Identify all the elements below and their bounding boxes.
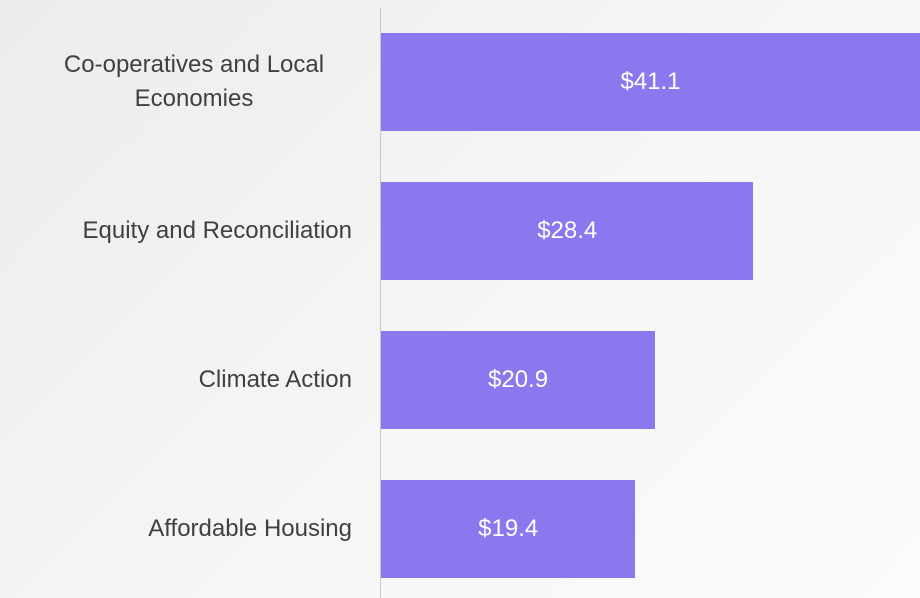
value-label: $41.1	[620, 68, 681, 95]
bar: $19.4	[381, 480, 636, 578]
bar: $41.1	[381, 33, 920, 131]
category-label: Co-operatives and Local Economies	[63, 51, 325, 112]
category-label: Equity and Reconciliation	[82, 217, 353, 244]
bar: $20.9	[381, 331, 656, 429]
category-label-box: Equity and Reconciliation	[0, 182, 353, 280]
category-label-box: Climate Action	[0, 331, 352, 429]
category-label: Climate Action	[198, 366, 352, 393]
value-label: $20.9	[488, 366, 549, 393]
category-label-box: Affordable Housing	[0, 480, 352, 578]
bar: $28.4	[381, 182, 754, 280]
value-label: $19.4	[478, 515, 539, 542]
category-label: Affordable Housing	[148, 515, 352, 542]
value-label: $28.4	[537, 217, 598, 244]
axis-line	[380, 8, 381, 598]
category-label-box: Co-operatives and Local Economies	[0, 33, 352, 131]
